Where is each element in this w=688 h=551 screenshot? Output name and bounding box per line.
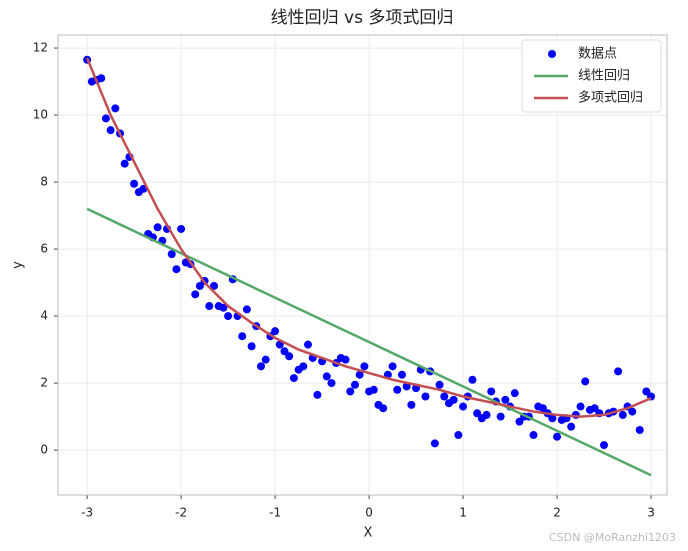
data-point: [397, 370, 406, 379]
data-point: [322, 372, 331, 381]
data-point: [247, 342, 256, 351]
data-point: [289, 374, 298, 383]
plot-frame: [57, 34, 668, 496]
data-point: [529, 431, 538, 440]
data-point: [459, 402, 468, 411]
data-point: [454, 431, 463, 440]
data-point: [285, 352, 294, 361]
data-point: [360, 362, 369, 371]
data-point: [303, 340, 312, 349]
data-point: [449, 395, 458, 404]
data-point: [172, 265, 181, 274]
data-point: [440, 392, 449, 401]
data-point: [130, 179, 139, 188]
data-point: [280, 347, 289, 356]
data-point: [271, 327, 280, 336]
line: [86, 207, 652, 477]
x-tick-label: 0: [365, 506, 373, 520]
x-tick-label: -1: [269, 506, 281, 520]
data-point: [421, 392, 430, 401]
data-point: [473, 409, 482, 418]
data-point: [111, 104, 120, 113]
data-point: [177, 224, 186, 233]
data-point: [487, 387, 496, 396]
data-point: [369, 385, 378, 394]
x-tick-label: -2: [175, 506, 187, 520]
data-point: [224, 312, 233, 321]
data-point: [101, 114, 110, 123]
data-point: [219, 303, 228, 312]
data-point: [257, 362, 265, 371]
data-point: [435, 380, 444, 389]
chart-title: 线性回归 vs 多项式回归: [271, 8, 454, 28]
y-tick-label: 4: [40, 309, 48, 323]
data-point: [538, 404, 547, 413]
x-axis-label: X: [364, 526, 373, 541]
data-point: [393, 385, 402, 394]
data-point: [614, 367, 623, 376]
y-tick-label: 8: [40, 175, 48, 189]
data-point: [97, 74, 106, 83]
watermark: CSDN @MoRanzhi1203: [549, 531, 676, 544]
data-point: [468, 375, 477, 384]
data-point: [195, 281, 204, 290]
data-point: [576, 402, 585, 411]
data-point: [553, 432, 562, 441]
data-point: [299, 362, 308, 371]
data-point: [510, 389, 519, 398]
data-point: [261, 355, 270, 364]
data-point: [590, 404, 599, 413]
data-point: [600, 441, 609, 450]
data-point: [388, 362, 397, 371]
data-point: [350, 380, 359, 389]
y-tick-label: 10: [33, 108, 48, 122]
data-point: [618, 410, 627, 419]
data-point: [642, 387, 651, 396]
y-tick-label: 12: [33, 41, 48, 55]
y-tick-label: 0: [40, 443, 48, 457]
data-point: [628, 407, 637, 416]
data-point: [482, 410, 491, 419]
legend-label: 线性回归: [578, 69, 630, 84]
data-point: [567, 422, 576, 431]
data-point: [167, 250, 176, 259]
data-point: [313, 390, 322, 399]
line: [85, 57, 652, 418]
y-tick-label: 2: [40, 376, 48, 390]
y-tick-label: 6: [40, 242, 48, 256]
x-tick-label: 3: [647, 506, 655, 520]
legend-box: [521, 39, 662, 113]
data-point: [205, 302, 214, 311]
data-point: [635, 426, 644, 435]
data-point: [496, 412, 505, 421]
data-point: [238, 332, 247, 341]
x-tick-label: -3: [81, 506, 93, 520]
data-point: [355, 370, 364, 379]
data-point: [153, 223, 162, 232]
data-point: [327, 379, 336, 388]
x-tick-label: 2: [553, 506, 561, 520]
data-point: [430, 439, 439, 448]
data-point: [515, 417, 524, 426]
data-point: [548, 414, 557, 423]
data-point: [106, 126, 115, 135]
data-point: [407, 400, 416, 409]
data-point: [581, 377, 590, 386]
data-point: [191, 290, 200, 299]
x-tick-label: 1: [459, 506, 467, 520]
data-point: [501, 395, 510, 404]
legend-label: 数据点: [578, 47, 617, 62]
data-point: [210, 281, 219, 290]
data-point: [346, 387, 355, 396]
data-point: [242, 305, 251, 314]
legend-label: 多项式回归: [578, 90, 643, 106]
y-axis-label: y: [11, 261, 26, 269]
data-point: [120, 159, 129, 168]
legend-marker: [548, 50, 556, 58]
data-point: [341, 355, 350, 364]
data-point: [379, 404, 388, 413]
